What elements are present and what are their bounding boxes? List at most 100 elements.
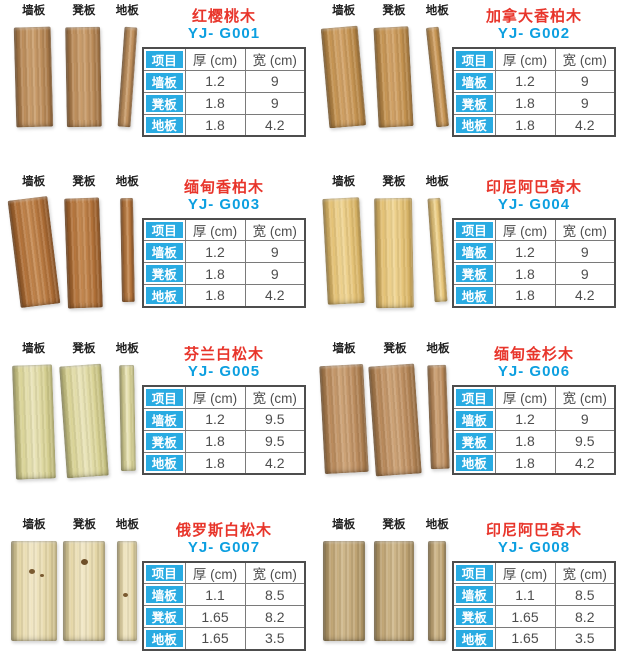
spec-thickness-value: 1.8 xyxy=(184,91,246,115)
spec-row: 墙板 1.2 9 xyxy=(142,240,306,263)
spec-header-width: 宽 (cm) xyxy=(244,385,306,409)
spec-width-value: 9.5 xyxy=(554,429,616,453)
spec-row: 地板 1.65 3.5 xyxy=(452,627,616,650)
spec-width-value: 3.5 xyxy=(244,627,306,650)
spec-header-row: 项目 厚 (cm) 宽 (cm) xyxy=(142,47,306,71)
board-photos: 墙板 凳板 地板 xyxy=(310,167,452,334)
spec-thickness-value: 1.8 xyxy=(494,262,556,285)
spec-row-label: 地板 xyxy=(142,113,186,137)
spec-width-value: 8.5 xyxy=(554,583,616,606)
spec-thickness-value: 1.65 xyxy=(184,627,246,650)
bench-board-group: 凳板 xyxy=(59,342,109,500)
spec-row-label: 墙板 xyxy=(142,583,186,606)
spec-row: 墙板 1.1 8.5 xyxy=(452,583,616,606)
spec-header-thickness: 厚 (cm) xyxy=(184,218,246,241)
product-code: YJ- G004 xyxy=(497,195,571,213)
board-type-label: 凳板 xyxy=(72,518,96,531)
bench-board-photo xyxy=(64,196,104,309)
spec-width-value: 9 xyxy=(554,91,616,115)
wall-board-photo xyxy=(319,363,369,475)
board-type-label: 凳板 xyxy=(382,518,406,531)
spec-row: 地板 1.8 4.2 xyxy=(452,284,616,307)
product-code: YJ- G006 xyxy=(497,363,571,380)
spec-thickness-value: 1.1 xyxy=(184,583,246,606)
spec-row: 凳板 1.8 9 xyxy=(142,262,306,285)
product-name: 缅甸香柏木 xyxy=(183,178,264,196)
spec-width-value: 3.5 xyxy=(554,627,616,650)
board-type-label: 地板 xyxy=(425,518,449,531)
floor-board-group: 地板 xyxy=(423,518,452,666)
bench-board-photo xyxy=(373,540,414,641)
wall-board-photo xyxy=(11,540,57,641)
product-name: 加拿大香柏木 xyxy=(485,8,582,25)
spec-table: 项目 厚 (cm) 宽 (cm) 墙板 1.1 8.5 凳板 1.65 8.2 xyxy=(452,560,616,651)
spec-header-width: 宽 (cm) xyxy=(554,218,616,241)
spec-row-label: 地板 xyxy=(142,627,186,650)
product-card: 墙板 凳板 地板 红樱桃木 YJ- G001 项目 厚 (cm) 宽 (c xyxy=(0,0,310,167)
spec-header-thickness: 厚 (cm) xyxy=(184,385,246,409)
spec-thickness-value: 1.2 xyxy=(494,407,556,431)
spec-thickness-value: 1.8 xyxy=(494,284,556,307)
product-info: 加拿大香柏木 YJ- G002 项目 厚 (cm) 宽 (cm) 墙板 1.2 … xyxy=(452,0,620,167)
floor-board-photo xyxy=(117,26,138,128)
spec-row-label: 墙板 xyxy=(142,69,186,93)
product-card: 墙板 凳板 地板 印尼阿巴奇木 YJ- G008 项目 厚 (cm) 宽 xyxy=(310,500,620,666)
spec-header-width: 宽 (cm) xyxy=(244,561,306,584)
spec-thickness-value: 1.65 xyxy=(494,605,556,628)
spec-thickness-value: 1.1 xyxy=(494,583,556,606)
product-code: YJ- G007 xyxy=(187,538,261,556)
board-type-label: 墙板 xyxy=(332,5,356,17)
board-type-label: 墙板 xyxy=(22,343,46,355)
spec-row-label: 墙板 xyxy=(142,407,186,431)
board-type-label: 地板 xyxy=(426,343,450,355)
spec-row: 墙板 1.2 9 xyxy=(452,69,616,93)
spec-header-item: 项目 xyxy=(142,47,186,71)
board-type-label: 凳板 xyxy=(72,175,96,188)
spec-header-item: 项目 xyxy=(142,218,186,241)
spec-header-item: 项目 xyxy=(142,561,186,584)
product-code: YJ- G003 xyxy=(187,195,261,213)
board-type-label: 凳板 xyxy=(382,5,406,17)
bench-board-photo xyxy=(63,540,106,641)
product-info: 印尼阿巴奇木 YJ- G008 项目 厚 (cm) 宽 (cm) 墙板 1.1 … xyxy=(452,500,620,666)
spec-row-label: 墙板 xyxy=(452,583,496,606)
floor-board-group: 地板 xyxy=(423,175,452,334)
spec-header-item: 项目 xyxy=(452,218,496,241)
product-info: 缅甸金杉木 YJ- G006 项目 厚 (cm) 宽 (cm) 墙板 1.2 9 xyxy=(452,333,620,500)
board-type-label: 地板 xyxy=(115,343,139,355)
product-info: 印尼阿巴奇木 YJ- G004 项目 厚 (cm) 宽 (cm) 墙板 1.2 … xyxy=(452,167,620,334)
spec-thickness-value: 1.2 xyxy=(184,69,246,93)
spec-width-value: 9.5 xyxy=(244,429,306,453)
spec-width-value: 8.2 xyxy=(244,605,306,628)
spec-row-label: 地板 xyxy=(142,284,186,307)
spec-row-label: 凳板 xyxy=(142,605,186,628)
wall-board-photo xyxy=(322,196,365,305)
board-type-label: 地板 xyxy=(425,175,449,188)
spec-width-value: 4.2 xyxy=(554,113,616,137)
board-type-label: 凳板 xyxy=(72,5,96,17)
product-info: 缅甸香柏木 YJ- G003 项目 厚 (cm) 宽 (cm) 墙板 1.2 9 xyxy=(142,167,310,334)
floor-board-photo xyxy=(117,540,138,641)
board-photos: 墙板 凳板 地板 xyxy=(310,333,452,500)
spec-header-width: 宽 (cm) xyxy=(244,218,306,241)
spec-row: 地板 1.8 4.2 xyxy=(452,113,616,137)
spec-header-width: 宽 (cm) xyxy=(554,561,616,584)
board-type-label: 墙板 xyxy=(22,175,46,188)
spec-header-thickness: 厚 (cm) xyxy=(494,385,556,409)
spec-header-thickness: 厚 (cm) xyxy=(494,218,556,241)
spec-row: 凳板 1.8 9 xyxy=(142,91,306,115)
bench-board-photo xyxy=(373,26,414,128)
spec-row: 凳板 1.65 8.2 xyxy=(452,605,616,628)
product-card: 墙板 凳板 地板 印尼阿巴奇木 YJ- G004 项目 厚 (cm) 宽 xyxy=(310,167,620,334)
board-photos: 墙板 凳板 地板 xyxy=(0,500,142,666)
spec-width-value: 4.2 xyxy=(244,451,306,475)
wall-board-group: 墙板 xyxy=(320,4,367,167)
spec-row-label: 凳板 xyxy=(142,262,186,285)
spec-header-row: 项目 厚 (cm) 宽 (cm) xyxy=(452,218,616,241)
wall-board-group: 墙板 xyxy=(322,518,365,666)
floor-board-group: 地板 xyxy=(113,175,142,334)
bench-board-group: 凳板 xyxy=(372,175,415,334)
spec-header-item: 项目 xyxy=(452,561,496,584)
spec-table: 项目 厚 (cm) 宽 (cm) 墙板 1.2 9 凳板 1.8 9 xyxy=(142,217,306,308)
floor-board-group: 地板 xyxy=(424,342,452,500)
